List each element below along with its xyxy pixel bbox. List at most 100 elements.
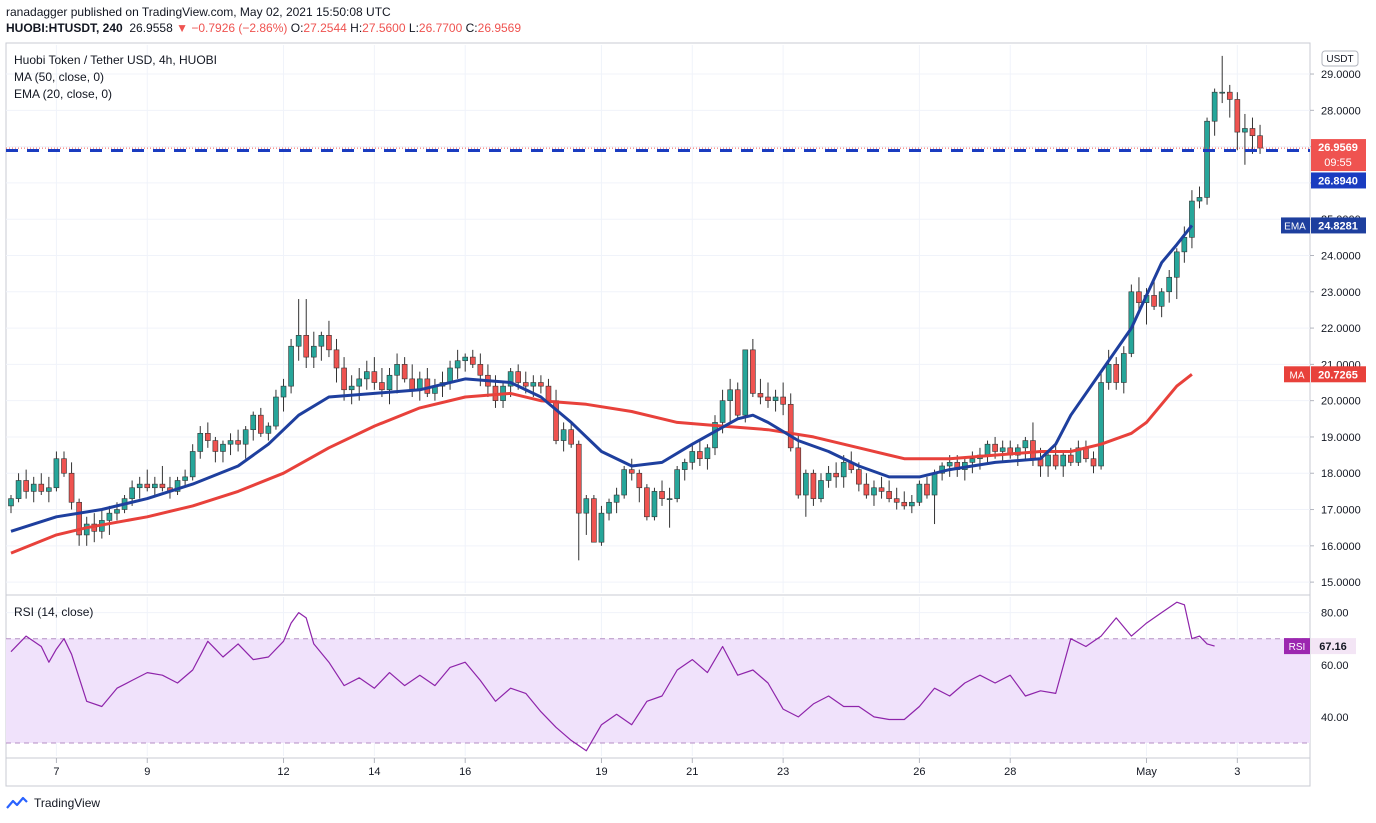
candle-up — [280, 385, 287, 398]
candle-up — [1098, 382, 1104, 467]
candle-down — [1030, 440, 1036, 460]
candle-down — [38, 483, 45, 492]
candle-down — [833, 472, 839, 478]
price-tick-label: 23.0000 — [1321, 287, 1361, 299]
candle-down — [591, 498, 597, 543]
time-tick-label: 28 — [1004, 766, 1016, 778]
rsi-value-tag-text: 67.16 — [1319, 641, 1347, 653]
candle-down — [303, 335, 310, 358]
candle-down — [992, 443, 998, 452]
candle-down — [659, 491, 665, 499]
candle-up — [560, 429, 567, 441]
candle-down — [878, 487, 885, 492]
candle-up — [15, 480, 22, 499]
ma-value-tag-text: 20.7265 — [1318, 369, 1358, 381]
candle-up — [1189, 200, 1195, 238]
footer-brand: TradingView — [34, 796, 101, 810]
candle-up — [348, 385, 355, 391]
rsi-name-tag-text: RSI — [1289, 642, 1306, 653]
candle-up — [674, 469, 680, 499]
candle-up — [689, 451, 696, 463]
candle-up — [825, 472, 832, 481]
candle-down — [636, 472, 643, 489]
candle-up — [803, 472, 809, 496]
candle-up — [106, 512, 113, 521]
candle-up — [447, 367, 453, 383]
time-tick-label: 19 — [595, 766, 607, 778]
candle-down — [205, 433, 211, 441]
candle-up — [1045, 454, 1051, 467]
indicator-lines — [6, 147, 1310, 752]
candle-down — [697, 451, 703, 460]
rsi-tick-label: 80.00 — [1321, 608, 1349, 620]
candle-down — [159, 483, 166, 489]
candle-up — [189, 451, 196, 478]
candle-down — [522, 382, 529, 387]
legend-ma: MA (50, close, 0) — [14, 70, 104, 84]
open-label: O: — [290, 21, 304, 35]
ema-value-tag — [1311, 217, 1366, 234]
candle-down — [61, 458, 67, 474]
candle-up — [719, 400, 726, 423]
candle-down — [326, 335, 332, 351]
candle-down — [810, 472, 817, 499]
candle-up — [1075, 447, 1082, 463]
candle-up — [606, 501, 612, 514]
candle-up — [197, 433, 204, 452]
candle-up — [1120, 353, 1127, 383]
candle-up — [114, 509, 120, 514]
change-value: −0.7926 (−2.86%) — [191, 21, 288, 35]
last-price-tag — [1311, 139, 1366, 172]
candle-up — [969, 458, 976, 463]
candle-up — [946, 462, 953, 467]
candle-up — [704, 447, 711, 460]
candle-down — [1113, 364, 1120, 383]
candle-up — [916, 483, 923, 503]
candle-down — [409, 378, 416, 391]
candle-up — [295, 335, 302, 347]
candle-up — [227, 440, 234, 445]
candle-down — [144, 483, 151, 489]
candle-up — [651, 491, 658, 518]
time-axis-ticks: 7 9 12 14 16 19 21 23 26 28 May 3 — [53, 758, 1240, 778]
candle-up — [621, 469, 627, 496]
ema-value-tag-text: 24.8281 — [1318, 220, 1358, 232]
candle-up — [727, 389, 733, 401]
candle-up — [1158, 291, 1165, 307]
candle-up — [909, 501, 915, 507]
currency-box[interactable] — [1321, 50, 1359, 67]
candle-up — [583, 498, 590, 514]
candle-down — [1257, 135, 1263, 149]
chart-header: ranadagger published on TradingView.com,… — [6, 4, 521, 36]
rsi-value-tag — [1311, 638, 1356, 655]
candle-up — [613, 494, 620, 503]
candle-down — [341, 367, 347, 391]
candle-up — [666, 498, 673, 500]
time-tick-label: 9 — [144, 766, 150, 778]
close-label: C: — [465, 21, 478, 35]
publisher-line: ranadagger published on TradingView.com,… — [6, 5, 391, 19]
close-value: 26.9569 — [477, 21, 522, 35]
price-tick-label: 28.0000 — [1321, 105, 1361, 117]
price-tick-label: 18.0000 — [1321, 468, 1361, 480]
candle-up — [772, 396, 779, 401]
candle-up — [931, 472, 938, 496]
candle-down — [258, 414, 264, 434]
time-tick-label: 3 — [1234, 766, 1240, 778]
last-price-tag-value: 26.9569 — [1318, 142, 1358, 154]
time-tick-label: 16 — [459, 766, 471, 778]
candle-down — [545, 385, 552, 401]
candle-down — [787, 403, 794, 449]
price-tick-label: 19.0000 — [1321, 432, 1361, 444]
price-tick-label: 24.0000 — [1321, 250, 1361, 262]
candle-down — [863, 483, 870, 496]
price-tick-label: 17.0000 — [1321, 505, 1361, 517]
candle-up — [984, 443, 991, 456]
ma-name-tag-text: MA — [1290, 370, 1305, 381]
candle-down — [23, 480, 29, 492]
time-tick-label: 14 — [368, 766, 380, 778]
candle-down — [212, 440, 219, 452]
down-arrow-icon: ▼ — [176, 21, 188, 35]
candle-down — [1090, 458, 1097, 467]
